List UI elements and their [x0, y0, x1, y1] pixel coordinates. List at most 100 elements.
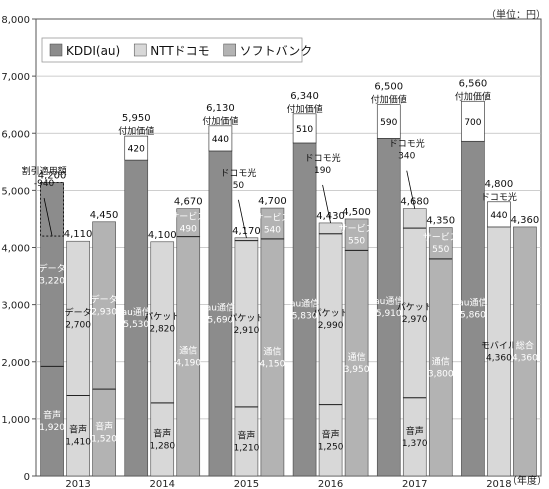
callout-leader [43, 197, 53, 237]
segment-label: 音声 1,920 [39, 409, 65, 433]
segment-label: モバイル 4,360 [481, 340, 517, 363]
segment-label: データ 2,700 [65, 306, 92, 330]
y-tick-label: 7,000 [1, 72, 30, 83]
segment-label: 音声 1,210 [234, 429, 260, 453]
segment-label: 音声 1,520 [91, 421, 117, 445]
bar-total: 4,110 [64, 229, 93, 240]
bar-sb-2018: 総合 4,360 4,360 [511, 215, 540, 477]
unit-label: （単位：円） [486, 8, 546, 21]
bar-ntt-2014: 音声 1,280 パケット 2,820 4,100 [144, 230, 180, 477]
segment-label: au通信 5,530 [122, 306, 151, 330]
bar-total: 4,200 [38, 170, 67, 181]
x-tick-label: 2013 [65, 479, 90, 489]
bar-segment [402, 208, 427, 229]
segment-label: 総合 4,360 [512, 339, 538, 363]
bar-ntt-2015: 音声 1,210 パケット 2,910 4,170 ドコモ光 50 [220, 167, 264, 477]
bar-segment [513, 226, 537, 477]
segment-caption: 付加価値 [202, 115, 238, 127]
y-tick-label: 3,000 [1, 301, 30, 312]
bar-segment [292, 113, 317, 144]
segment-caption: ドコモ光 [481, 191, 517, 203]
segment-label: 420 [128, 145, 145, 155]
legend-label: KDDI(au) [66, 44, 120, 58]
segment-label: パケット 2,990 [313, 308, 349, 331]
segment-label: au通信 5,690 [206, 301, 235, 325]
segment-caption: 付加価値 [118, 125, 154, 137]
segment-label: 590 [380, 118, 397, 128]
segment-label: 510 [296, 125, 313, 135]
legend-item-kddi: KDDI(au) [49, 43, 120, 58]
callout-label: ドコモ光 50 [220, 167, 256, 191]
segment-caption: 付加価値 [287, 103, 323, 115]
gridlines [35, 18, 542, 477]
segment-label: 通信 3,950 [344, 351, 370, 375]
bar-total: 4,100 [148, 230, 177, 241]
bar-total: 4,670 [174, 197, 203, 208]
y-tick-label: 4,000 [1, 244, 30, 255]
bar-total: 4,500 [342, 207, 371, 218]
segment-caption: 付加価値 [455, 90, 491, 102]
legend-label: NTTドコモ [150, 44, 209, 58]
segment-label: 通信 4,190 [175, 344, 201, 368]
segment-label: パケット 2,820 [144, 311, 180, 334]
segment-label: 700 [464, 118, 481, 128]
y-tick-label: 2,000 [1, 358, 30, 369]
bar-total: 6,340 [290, 91, 319, 102]
x-tick-label: 2017 [402, 479, 427, 489]
bar-segment [124, 135, 149, 161]
y-tick-label: 1,000 [1, 415, 30, 426]
x-tick-label: 2018 [486, 479, 511, 489]
bar-sb-2016: 通信 3,950 サービス 550 4,500 [339, 207, 375, 477]
bar-segment [318, 404, 343, 477]
bar-sb-2015: 通信 4,150 サービス 540 4,700 [254, 196, 290, 477]
segment-label: 440 [490, 211, 507, 221]
x-axis-ticks: 2013 2014 2015 2016 2017 2018 [65, 479, 511, 489]
bar-segment [487, 201, 511, 228]
bar-total: 5,950 [122, 113, 151, 124]
segment-label: au通信 5,830 [290, 297, 319, 321]
legend: KDDI(au) NTTドコモ ソフトバンク [41, 37, 313, 63]
bar-total: 4,450 [90, 210, 119, 221]
y-tick-label: 0 [24, 472, 30, 483]
bar-total: 4,360 [511, 215, 540, 226]
segment-label: au通信 5,910 [374, 295, 403, 319]
segment-label: au通信 5,860 [458, 297, 487, 321]
bar-total: 4,350 [426, 216, 455, 227]
segment-caption: 付加価値 [371, 94, 407, 106]
x-axis-unit-label: （年度） [507, 474, 547, 487]
bar-total: 6,130 [206, 103, 235, 114]
segment-label: サービス 490 [170, 212, 206, 235]
bar-segment [208, 125, 233, 152]
bar-segment [376, 104, 401, 139]
bar-total: 6,560 [459, 78, 488, 89]
legend-label: ソフトバンク [240, 44, 313, 58]
segment-label: パケット 2,970 [397, 302, 433, 325]
legend-swatch [133, 43, 147, 57]
callout-label: ドコモ光 190 [305, 152, 341, 176]
segment-label: 音声 1,370 [402, 425, 428, 449]
callout-leader [322, 184, 331, 224]
segment-label: パケット 2,910 [228, 313, 264, 336]
x-tick-label: 2014 [150, 479, 175, 489]
legend-swatch [223, 43, 236, 57]
bar-sb-2017: 通信 3,800 サービス 550 4,350 [423, 216, 459, 477]
segment-label: 音声 1,250 [318, 428, 344, 452]
bar-total: 4,170 [232, 226, 261, 237]
bar-total: 4,800 [485, 179, 514, 190]
segment-label: サービス 540 [254, 213, 290, 236]
segment-label: 音声 1,280 [149, 427, 175, 451]
x-tick-label: 2016 [318, 479, 343, 489]
callout-label: 割引適用額-940 [22, 165, 67, 189]
bar-sb-2013: 音声 1,520 データ 2,930 4,450 [90, 210, 119, 477]
bar-sb-2014: 通信 4,190 サービス 490 4,670 [170, 197, 206, 477]
bar-ntt-2013: 音声 1,410 データ 2,700 4,110 [64, 229, 93, 477]
segment-label: 通信 3,800 [428, 355, 454, 379]
